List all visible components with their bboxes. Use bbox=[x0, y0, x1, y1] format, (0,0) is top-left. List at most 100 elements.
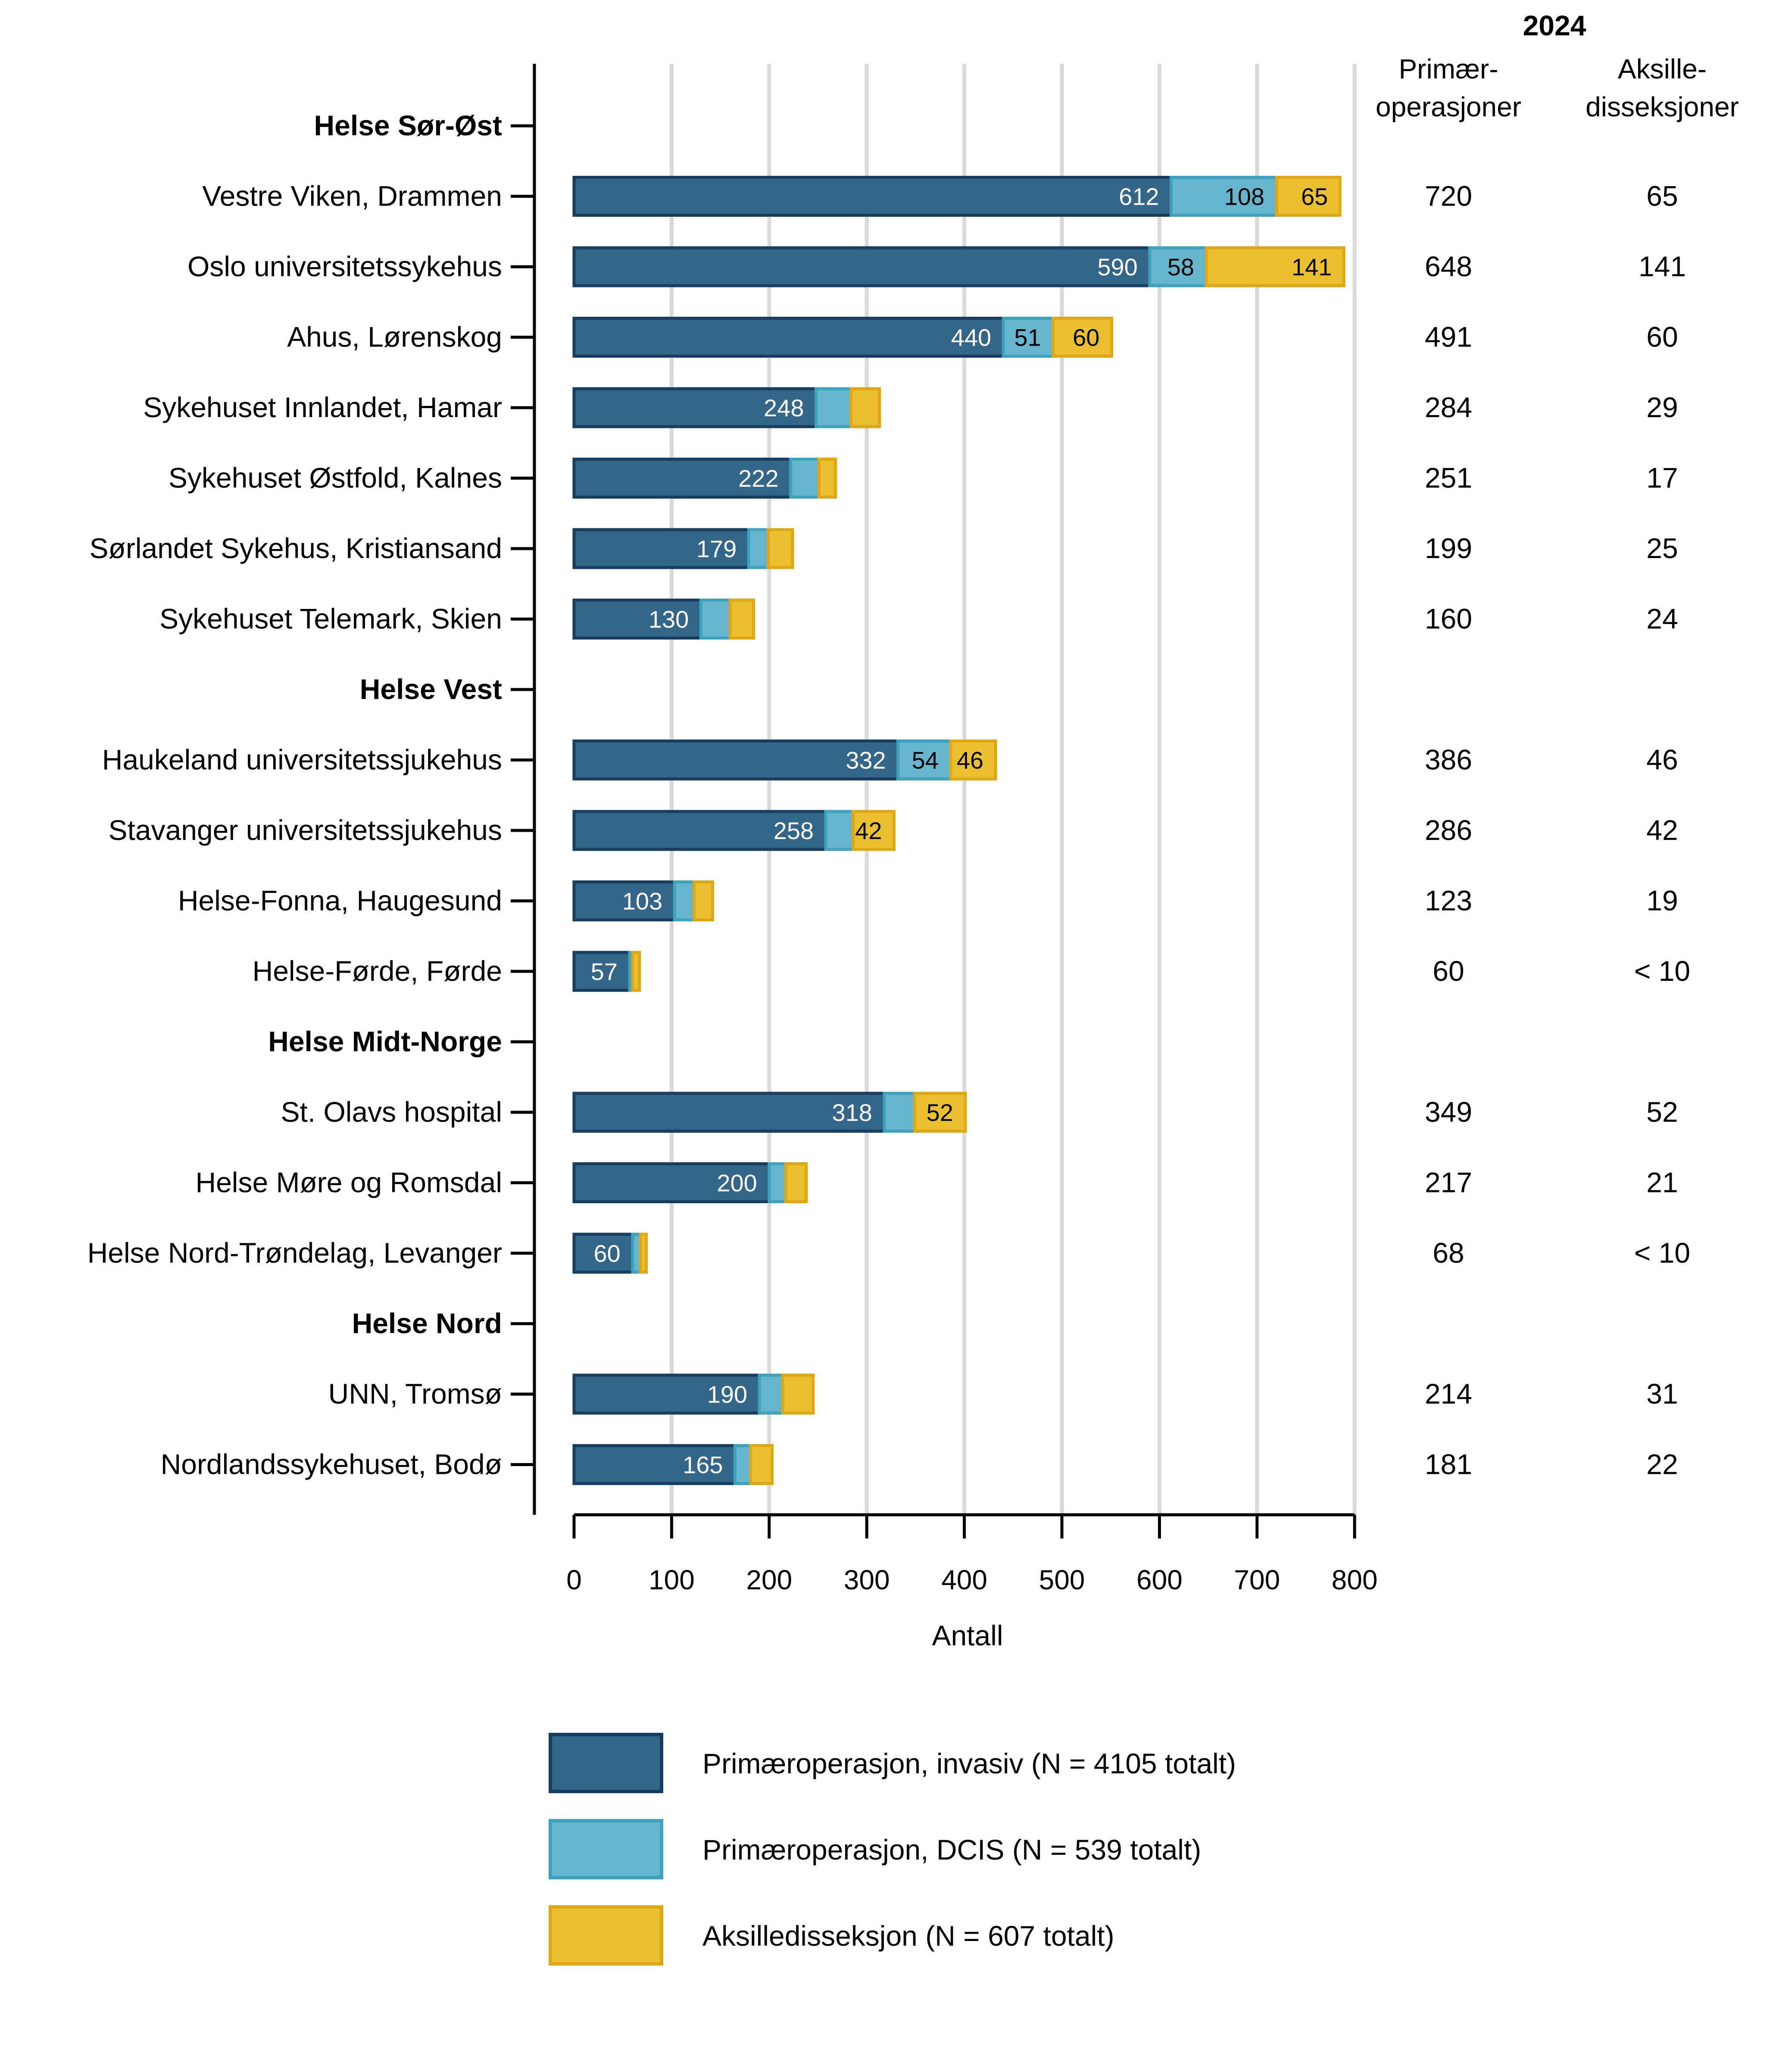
axillary-total: 19 bbox=[1646, 885, 1678, 917]
bar-value-label: 60 bbox=[1073, 324, 1099, 351]
bar-invasive bbox=[572, 1373, 761, 1415]
primary-total: 491 bbox=[1425, 321, 1472, 353]
bar-value-label: 258 bbox=[774, 817, 814, 844]
bar-dcis bbox=[699, 599, 732, 640]
legend-swatch-dcis bbox=[549, 1819, 663, 1879]
bar-value-label: 130 bbox=[649, 606, 689, 633]
axillary-total: 46 bbox=[1646, 744, 1678, 776]
axillary-total: 22 bbox=[1646, 1448, 1678, 1480]
bar-dcis bbox=[747, 528, 770, 569]
bar-axillary bbox=[1275, 176, 1342, 217]
table-col2-header-line2: disseksjoner bbox=[1586, 91, 1739, 122]
axillary-total: 25 bbox=[1646, 532, 1678, 564]
bar-dcis bbox=[814, 387, 853, 428]
bar-axillary bbox=[631, 951, 641, 992]
bar-value-label: 51 bbox=[1014, 324, 1041, 351]
hospital-label: UNN, Tromsø bbox=[328, 1378, 502, 1410]
bar-dcis bbox=[824, 810, 855, 851]
hospital-label: Ahus, Lørenskog bbox=[287, 321, 502, 353]
bar-axillary bbox=[1205, 246, 1345, 287]
summary-table: 2024 Primær- operasjoner Aksille- dissek… bbox=[1376, 9, 1739, 1480]
bar-value-label: 52 bbox=[927, 1099, 953, 1126]
grid-lines bbox=[669, 64, 1357, 1515]
table-col1-header-line1: Primær- bbox=[1398, 53, 1498, 84]
bar-invasive bbox=[572, 810, 827, 851]
bar-axillary bbox=[849, 387, 881, 428]
x-tick-label: 700 bbox=[1234, 1564, 1280, 1595]
axillary-total: 60 bbox=[1646, 321, 1678, 353]
x-tick-label: 200 bbox=[746, 1564, 792, 1595]
hospital-label: Helse Møre og Romsdal bbox=[195, 1167, 502, 1198]
bar-value-label: 58 bbox=[1167, 253, 1194, 281]
primary-total: 214 bbox=[1425, 1378, 1472, 1410]
bar-value-label: 248 bbox=[764, 394, 804, 421]
table-col1-header-line2: operasjoner bbox=[1376, 91, 1521, 122]
axillary-total: 29 bbox=[1646, 391, 1678, 423]
region-label: Helse Nord bbox=[352, 1307, 502, 1339]
bar-value-label: 179 bbox=[696, 535, 737, 562]
bar-dcis bbox=[1170, 176, 1278, 217]
hospital-label: Sykehuset Innlandet, Hamar bbox=[143, 391, 502, 423]
legend: Primæroperasjon, invasiv (N = 4105 total… bbox=[549, 1733, 1236, 1966]
bar-value-label: 222 bbox=[738, 465, 778, 492]
x-tick-label: 400 bbox=[941, 1564, 987, 1595]
bar-dcis bbox=[768, 1162, 787, 1203]
primary-total: 181 bbox=[1425, 1448, 1472, 1480]
bar-value-label: 440 bbox=[951, 324, 991, 351]
table-year-header: 2024 bbox=[1523, 9, 1586, 41]
bar-invasive bbox=[572, 246, 1152, 287]
bar-axillary bbox=[767, 528, 794, 569]
axillary-total: 21 bbox=[1646, 1167, 1678, 1198]
category-labels: Helse Sør-Øst Vestre Viken, Drammen Oslo u… bbox=[87, 109, 502, 1480]
primary-total: 217 bbox=[1425, 1167, 1472, 1198]
bar-axillary bbox=[728, 599, 755, 640]
hospital-label: Helse-Førde, Førde bbox=[253, 955, 502, 987]
bar-value-label: 590 bbox=[1097, 253, 1137, 281]
bar-value-label: 46 bbox=[957, 747, 983, 774]
bar-axillary bbox=[639, 1233, 648, 1274]
primary-total: 251 bbox=[1425, 462, 1472, 494]
bar-axillary bbox=[852, 810, 896, 851]
hospital-label: Sørlandet Sykehus, Kristiansand bbox=[90, 532, 502, 564]
axillary-total: 42 bbox=[1646, 814, 1678, 846]
x-tick-label: 600 bbox=[1136, 1564, 1183, 1595]
primary-total: 60 bbox=[1433, 955, 1464, 987]
bar-value-label: 60 bbox=[594, 1240, 621, 1267]
bar-value-label: 318 bbox=[832, 1099, 872, 1126]
axillary-total: < 10 bbox=[1634, 1237, 1690, 1269]
bar-value-label: 57 bbox=[591, 958, 618, 985]
axillary-total: 65 bbox=[1646, 180, 1678, 212]
hospital-label: Oslo universitetssykehus bbox=[187, 250, 502, 282]
hospital-label: Stavanger universitetssjukehus bbox=[109, 814, 503, 846]
legend-swatch-invasive bbox=[549, 1733, 663, 1793]
axillary-total: 17 bbox=[1646, 462, 1678, 494]
bar-dcis bbox=[883, 1092, 916, 1133]
bar-value-label: 612 bbox=[1119, 183, 1159, 210]
legend-swatch-axillary bbox=[549, 1905, 663, 1966]
bar-invasive bbox=[572, 951, 631, 992]
bar-value-label: 103 bbox=[622, 888, 662, 915]
bar-invasive bbox=[572, 317, 1005, 358]
primary-total: 386 bbox=[1425, 744, 1472, 776]
hospital-label: Nordlandssykehuset, Bodø bbox=[161, 1448, 502, 1480]
bar-dcis bbox=[896, 740, 952, 780]
x-tick-label: 100 bbox=[649, 1564, 695, 1595]
bar-value-label: 200 bbox=[717, 1170, 757, 1197]
x-tick-label: 800 bbox=[1332, 1564, 1378, 1595]
bar-axillary bbox=[784, 1162, 808, 1203]
axillary-total: 24 bbox=[1646, 603, 1678, 635]
bar-dcis bbox=[789, 458, 821, 499]
bars: 612 108 65 590 58 141 440 51 60 248 222 179 130 332 54… bbox=[572, 176, 1345, 1485]
axillary-total: 31 bbox=[1646, 1378, 1678, 1410]
x-tick-label: 0 bbox=[566, 1564, 582, 1595]
bar-value-label: 54 bbox=[912, 747, 939, 774]
x-tick-label: 300 bbox=[844, 1564, 890, 1595]
legend-label: Primæroperasjon, DCIS (N = 539 totalt) bbox=[702, 1834, 1201, 1866]
bar-value-label: 141 bbox=[1292, 253, 1332, 281]
bar-axillary bbox=[749, 1444, 774, 1485]
bar-invasive bbox=[572, 740, 900, 780]
legend-label: Primæroperasjon, invasiv (N = 4105 total… bbox=[702, 1747, 1236, 1779]
primary-total: 160 bbox=[1425, 603, 1472, 635]
primary-total: 720 bbox=[1425, 180, 1472, 212]
